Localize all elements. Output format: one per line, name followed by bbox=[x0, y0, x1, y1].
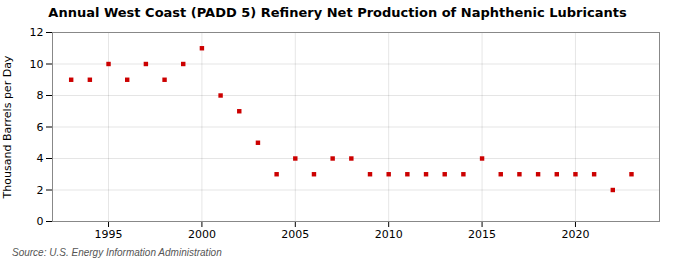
svg-text:2015: 2015 bbox=[468, 228, 496, 241]
svg-text:1995: 1995 bbox=[95, 228, 123, 241]
html-text:Source: U.S. Energy Informatio: Source: U.S. Energy Information Administ… bbox=[12, 247, 222, 258]
svg-text:4: 4 bbox=[37, 152, 44, 165]
svg-text:10: 10 bbox=[30, 58, 44, 71]
svg-text:Thousand Barrels per Day: Thousand Barrels per Day bbox=[1, 55, 14, 199]
svg-text:2005: 2005 bbox=[281, 228, 309, 241]
svg-text:2000: 2000 bbox=[188, 228, 216, 241]
svg-text:12: 12 bbox=[30, 26, 44, 39]
html-text:Annual West Coast (PADD 5) Ref: Annual West Coast (PADD 5) Refinery Net … bbox=[48, 5, 627, 20]
svg-text:2010: 2010 bbox=[375, 228, 403, 241]
svg-text:2020: 2020 bbox=[561, 228, 589, 241]
svg-text:8: 8 bbox=[37, 89, 44, 102]
svg-text:0: 0 bbox=[37, 215, 44, 228]
svg-text:2: 2 bbox=[37, 184, 44, 197]
svg-text:6: 6 bbox=[37, 121, 44, 134]
